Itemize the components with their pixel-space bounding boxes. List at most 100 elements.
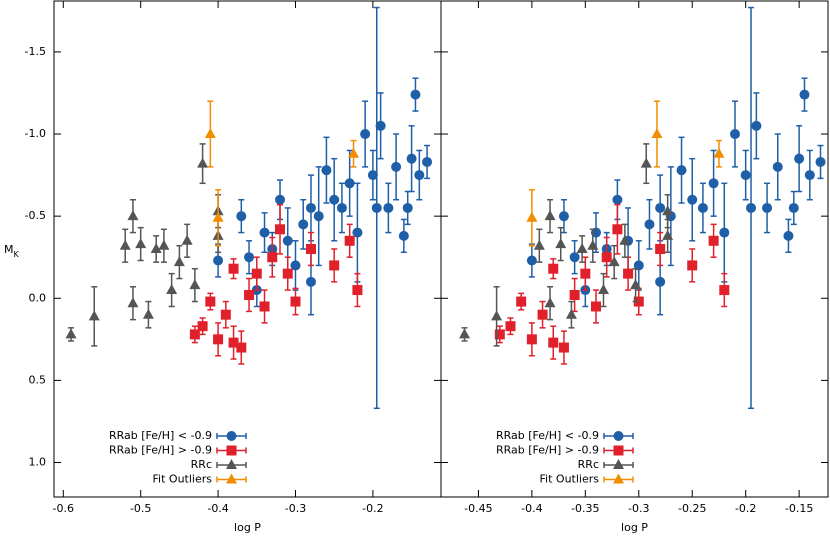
marker	[783, 230, 794, 241]
marker	[662, 229, 674, 240]
marker	[597, 284, 609, 295]
marker	[613, 445, 624, 456]
marker	[651, 128, 663, 139]
marker	[348, 147, 360, 158]
legend-label: RRab [Fe/H] < -0.9	[109, 429, 212, 442]
marker	[305, 202, 316, 213]
marker	[708, 235, 719, 246]
marker	[613, 431, 624, 441]
marker	[746, 202, 757, 213]
marker	[591, 301, 602, 312]
marker	[329, 194, 340, 205]
marker	[236, 342, 247, 353]
marker	[630, 279, 642, 290]
marker	[344, 178, 355, 189]
marker	[655, 276, 666, 287]
marker	[205, 296, 216, 307]
marker	[197, 321, 208, 332]
marker	[729, 129, 740, 140]
marker	[360, 129, 371, 140]
marker	[305, 244, 316, 254]
marker	[613, 473, 624, 484]
x-tick-label: -0.3	[285, 502, 306, 515]
marker	[290, 260, 301, 271]
marker	[565, 308, 577, 319]
marker	[655, 202, 666, 213]
marker	[526, 255, 537, 266]
y-tick-label: 0.0	[29, 291, 47, 304]
marker	[391, 161, 402, 172]
marker	[228, 263, 239, 274]
x-tick-label: -0.45	[464, 502, 492, 515]
marker	[251, 268, 262, 279]
marker	[127, 210, 139, 221]
marker	[367, 170, 378, 181]
marker	[676, 165, 687, 176]
y-tick-label: -0.5	[25, 209, 46, 222]
marker	[344, 235, 355, 246]
marker	[181, 234, 193, 245]
marker	[548, 337, 559, 348]
x-axis-label: log P	[621, 521, 648, 534]
marker	[526, 211, 538, 222]
marker	[226, 431, 237, 441]
marker	[127, 297, 139, 308]
marker	[772, 161, 783, 172]
marker	[804, 170, 815, 181]
marker	[713, 147, 725, 158]
marker	[558, 211, 569, 222]
y-tick-label: 0.5	[29, 373, 47, 386]
y-axis-label: MK	[4, 243, 20, 259]
marker	[422, 156, 433, 167]
marker	[375, 120, 386, 131]
marker	[537, 309, 548, 320]
marker	[189, 329, 200, 340]
marker	[236, 211, 247, 222]
x-axis-label: log P	[234, 521, 261, 534]
marker	[491, 310, 503, 321]
marker	[282, 235, 293, 246]
x-tick-label: -0.35	[571, 502, 599, 515]
marker	[687, 260, 698, 271]
marker	[158, 239, 170, 250]
marker	[505, 321, 516, 332]
marker	[189, 279, 201, 290]
marker	[708, 178, 719, 189]
x-tick-label: -0.25	[678, 502, 706, 515]
marker	[580, 268, 591, 279]
marker	[329, 260, 340, 271]
marker	[88, 310, 100, 321]
x-tick-label: -0.5	[130, 502, 151, 515]
plot-area	[65, 6, 433, 410]
marker	[336, 202, 347, 213]
marker	[321, 165, 332, 176]
marker	[494, 329, 505, 340]
x-tick-label: -0.2	[362, 502, 383, 515]
marker	[226, 445, 237, 456]
marker	[228, 337, 239, 348]
marker	[305, 276, 316, 287]
marker	[516, 296, 527, 307]
marker	[119, 239, 131, 250]
marker	[762, 202, 773, 213]
marker	[259, 227, 270, 238]
marker	[633, 260, 644, 271]
marker	[402, 202, 413, 213]
marker	[740, 170, 751, 181]
marker	[65, 328, 77, 339]
marker	[544, 297, 556, 308]
marker	[414, 170, 425, 181]
marker	[410, 89, 421, 100]
marker	[719, 227, 730, 238]
marker	[788, 202, 799, 213]
marker	[398, 230, 409, 241]
marker	[267, 252, 278, 263]
marker	[352, 285, 363, 296]
x-tick-label: -0.4	[207, 502, 228, 515]
marker	[619, 234, 631, 245]
marker	[213, 255, 224, 266]
frame	[440, 0, 829, 498]
marker	[633, 296, 644, 307]
marker	[244, 252, 255, 263]
